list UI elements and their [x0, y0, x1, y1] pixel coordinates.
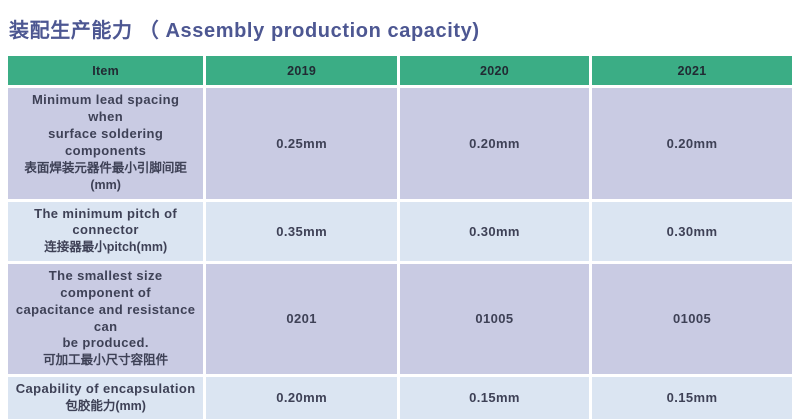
value-2019: 0.20mm [206, 376, 397, 419]
value-2019: 0201 [206, 263, 397, 374]
table-header-row: Item 2019 2020 2021 [8, 56, 792, 85]
table-row-encapsulation: Capability of encapsulation 包胶能力(mm) 0.2… [8, 376, 792, 419]
value-2020: 0.30mm [399, 201, 590, 261]
item-label-cn: 表面焊装元器件最小引脚间距(mm) [24, 160, 187, 193]
item-label-en: Minimum lead spacing when surface solder… [31, 92, 180, 158]
value-2021: 0.15mm [592, 376, 792, 419]
item-cell: Capability of encapsulation 包胶能力(mm) [8, 376, 204, 419]
table-row-connector-pitch: The minimum pitch of connector 连接器最小pitc… [8, 201, 792, 261]
value-2020: 0.15mm [399, 376, 590, 419]
table-row-smallest-component: The smallest size component of capacitan… [8, 263, 792, 374]
column-header-2021: 2021 [592, 56, 792, 85]
column-header-2020: 2020 [399, 56, 590, 85]
column-header-item: Item [8, 56, 204, 85]
value-2021: 0.30mm [592, 201, 792, 261]
item-cell: The smallest size component of capacitan… [8, 263, 204, 374]
value-2021: 0.20mm [592, 88, 792, 199]
item-label-cn: 包胶能力(mm) [65, 398, 146, 413]
page-title: 装配生产能力 （ Assembly production capacity) [9, 20, 480, 42]
item-label-cn: 可加工最小尺寸容阻件 [43, 353, 169, 368]
table-row-lead-spacing: Minimum lead spacing when surface solder… [8, 88, 792, 199]
item-label-en: The minimum pitch of connector [34, 205, 178, 238]
value-2019: 0.25mm [206, 88, 397, 199]
item-cell: The minimum pitch of connector 连接器最小pitc… [8, 201, 204, 261]
item-label-en: Capability of encapsulation [15, 380, 196, 396]
assembly-capacity-table: Item 2019 2020 2021 Minimum lead spacing… [5, 53, 795, 419]
item-label-cn: 连接器最小pitch(mm) [44, 240, 168, 255]
item-cell: Minimum lead spacing when surface solder… [8, 88, 204, 199]
value-2021: 01005 [592, 263, 792, 374]
value-2019: 0.35mm [206, 201, 397, 261]
column-header-2019: 2019 [206, 56, 397, 85]
value-2020: 0.20mm [399, 88, 590, 199]
value-2020: 01005 [399, 263, 590, 374]
item-label-en: The smallest size component of capacitan… [15, 267, 196, 351]
